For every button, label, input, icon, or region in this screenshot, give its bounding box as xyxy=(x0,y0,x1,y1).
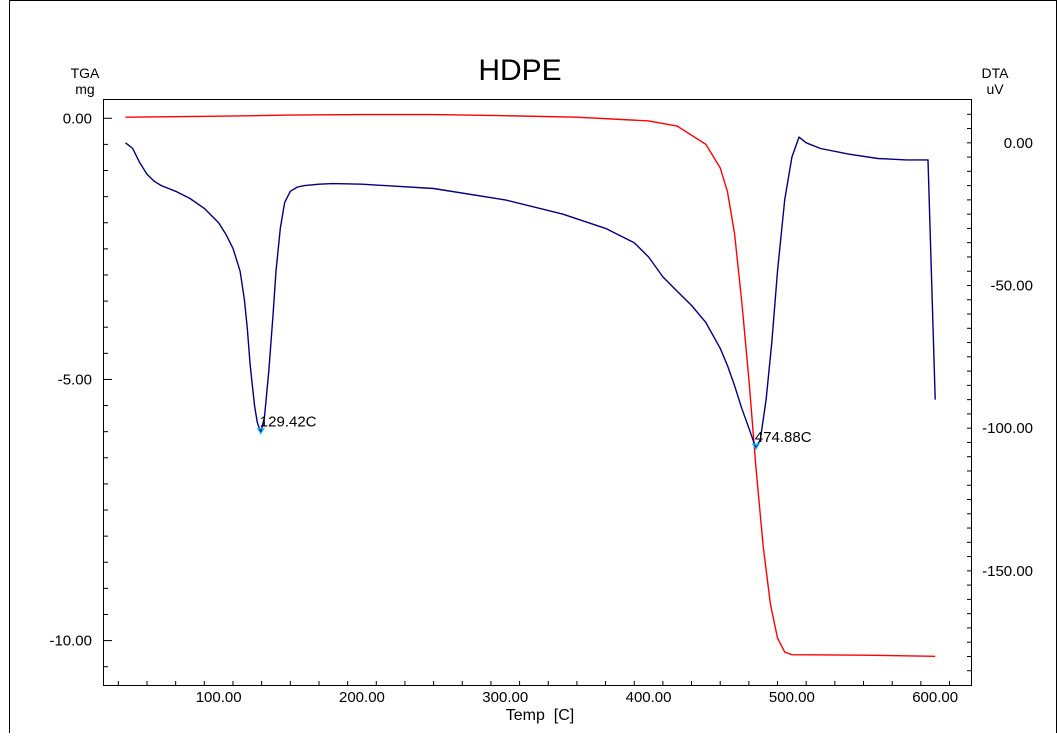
series-layer xyxy=(125,113,936,657)
right-tick-label: -50.00 xyxy=(990,277,1033,294)
peak-label: 129.42C xyxy=(260,413,317,430)
right-axis-label-line2: uV xyxy=(986,81,1004,97)
annotation-layer: 129.42C 474.88C xyxy=(256,413,812,451)
chart-title: HDPE xyxy=(478,54,561,87)
x-tick-label: 400.00 xyxy=(626,689,672,706)
x-tick-label: 600.00 xyxy=(912,689,958,706)
left-axis-label-line1: TGA xyxy=(71,65,100,81)
plot-area xyxy=(103,99,972,686)
right-axis-ticks: 0.00 -50.00 -100.00 -150.00 xyxy=(967,113,1033,672)
dta-curve xyxy=(125,136,936,449)
right-tick-label: -150.00 xyxy=(982,563,1033,580)
tga-curve xyxy=(125,113,936,657)
right-axis-label-line1: DTA xyxy=(982,65,1010,81)
x-tick-label: 100.00 xyxy=(196,689,242,706)
x-tick-label: 500.00 xyxy=(769,689,815,706)
peak-marker xyxy=(751,443,760,451)
left-axis-ticks: 0.00 -5.00 -10.00 xyxy=(49,110,112,668)
left-tick-label: -10.00 xyxy=(49,633,92,650)
x-axis-ticks: 100.00 200.00 300.00 400.00 500.00 600.00 xyxy=(117,681,958,706)
left-tick-label: 0.00 xyxy=(63,110,92,127)
x-tick-label: 300.00 xyxy=(482,689,528,706)
left-axis-label-line2: mg xyxy=(75,81,94,97)
right-tick-label: 0.00 xyxy=(1004,135,1033,152)
x-axis-label: Temp [C] xyxy=(506,707,574,724)
right-tick-label: -100.00 xyxy=(982,420,1033,437)
peak-marker xyxy=(256,427,265,435)
x-tick-label: 200.00 xyxy=(339,689,385,706)
peak-label: 474.88C xyxy=(755,429,812,446)
left-tick-label: -5.00 xyxy=(58,371,92,388)
